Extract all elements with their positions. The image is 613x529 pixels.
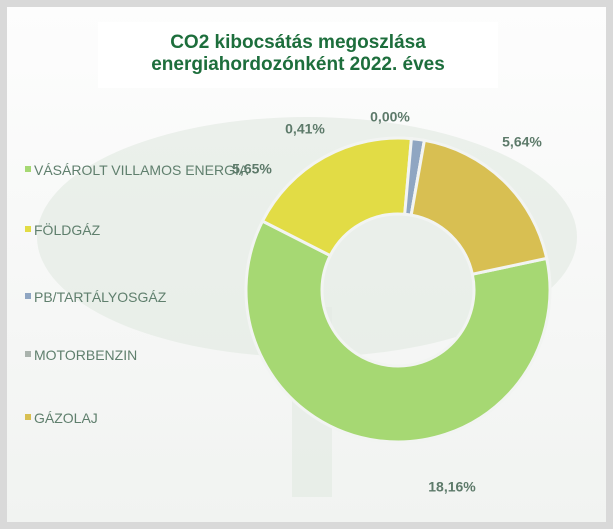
legend-swatch [25, 293, 31, 299]
legend-label: PB/TARTÁLYOSGÁZ [34, 289, 167, 305]
legend-entry: PB/TARTÁLYOSGÁZ [25, 287, 249, 307]
legend-swatch [25, 226, 31, 232]
legend-label: MOTORBENZIN [34, 347, 138, 363]
data-label: 5,65% [232, 161, 272, 177]
legend-entry: FÖLDGÁZ [25, 220, 249, 240]
legend-entry: VÁSÁROLT VILLAMOS ENERGIA [25, 160, 249, 180]
legend-swatch [25, 414, 31, 420]
donut-segment [244, 219, 552, 444]
donut-segment [409, 138, 549, 276]
legend-label: VÁSÁROLT VILLAMOS ENERGIA [34, 162, 249, 178]
legend-entry: MOTORBENZIN [25, 345, 249, 365]
data-label: 0,00% [370, 109, 410, 125]
legend-label: GÁZOLAJ [34, 410, 98, 426]
data-label: 0,41% [285, 121, 325, 137]
legend-entry: GÁZOLAJ [25, 408, 249, 428]
legend-label: FÖLDGÁZ [34, 222, 101, 238]
legend-swatch [25, 351, 31, 357]
data-label: 18,16% [428, 479, 476, 495]
legend-swatch [25, 166, 31, 172]
chart-title: CO2 kibocsátás megoszlása energiahordozó… [98, 22, 498, 88]
donut-segment [260, 136, 414, 258]
data-label: 5,64% [502, 134, 542, 150]
